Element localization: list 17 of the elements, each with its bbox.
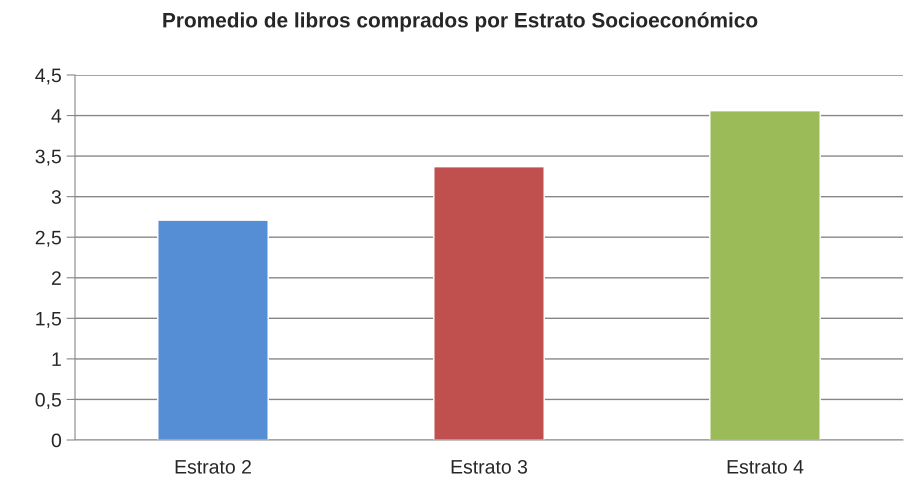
y-tick-label: 4,5 [35, 68, 61, 85]
x-tick-label: Estrato 3 [452, 460, 528, 474]
chart-title: Promedio de libros comprados por Estrato Socioeconómico [163, 12, 758, 32]
bar [157, 219, 269, 440]
y-tick-label: 2 [52, 271, 61, 285]
y-tick-label: 0 [52, 433, 62, 448]
x-tick-label: Estrato 2 [176, 460, 251, 474]
y-tick-label: 0,5 [36, 392, 61, 409]
y-tick-label: 1 [52, 352, 61, 366]
bar [709, 110, 821, 440]
y-tick-label: 4 [51, 109, 62, 123]
y-tick-label: 3,5 [36, 150, 61, 166]
y-tick-label: 2,5 [36, 230, 61, 247]
bar [433, 166, 545, 440]
y-tick-label: 3 [52, 190, 61, 204]
y-tick-label: 1,5 [36, 312, 61, 328]
x-tick-label: Estrato 4 [728, 460, 804, 474]
